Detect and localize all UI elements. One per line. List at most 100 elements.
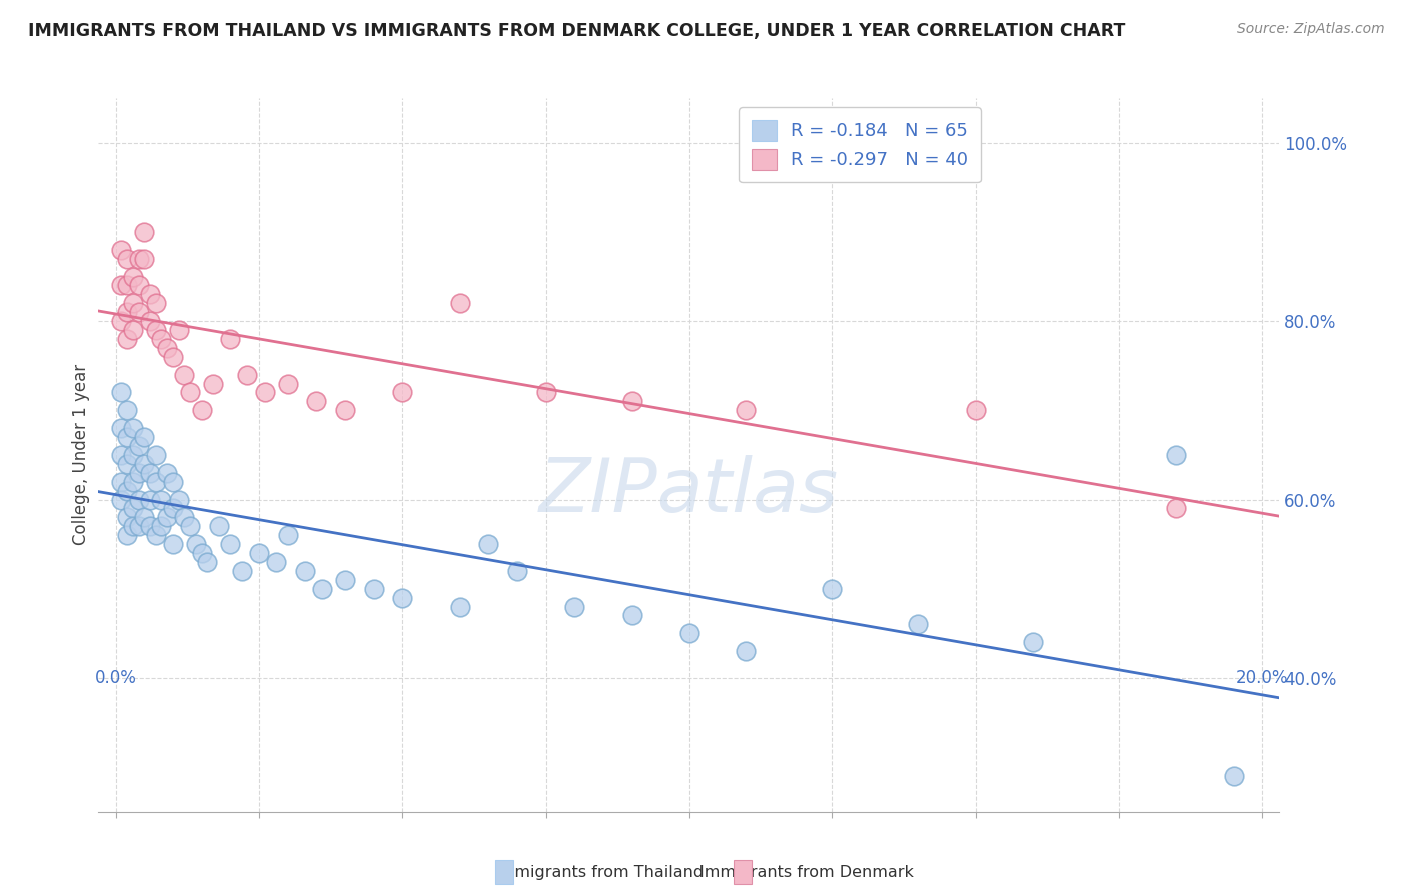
Point — [333, 403, 356, 417]
Text: 20.0%: 20.0% — [1236, 669, 1288, 687]
Point — [115, 278, 138, 293]
Y-axis label: College, Under 1 year: College, Under 1 year — [72, 364, 90, 546]
Point — [156, 341, 179, 355]
Point — [110, 314, 132, 328]
Point — [115, 403, 138, 417]
Point — [620, 394, 643, 409]
Text: IMMIGRANTS FROM THAILAND VS IMMIGRANTS FROM DENMARK COLLEGE, UNDER 1 YEAR CORREL: IMMIGRANTS FROM THAILAND VS IMMIGRANTS F… — [28, 22, 1125, 40]
Point — [156, 510, 179, 524]
Point — [219, 332, 242, 346]
Point — [1166, 501, 1188, 516]
Point — [184, 537, 207, 551]
Point — [121, 421, 143, 435]
Point — [139, 492, 162, 507]
Point — [735, 403, 758, 417]
Point — [115, 510, 138, 524]
Point — [115, 430, 138, 444]
Text: Immigrants from Denmark: Immigrants from Denmark — [700, 865, 914, 880]
Point — [294, 564, 316, 578]
Point — [156, 466, 179, 480]
Point — [145, 528, 167, 542]
Point — [145, 475, 167, 489]
Point — [110, 421, 132, 435]
Point — [391, 385, 413, 400]
Point — [305, 394, 328, 409]
Point — [173, 368, 195, 382]
Point — [236, 368, 259, 382]
Point — [1222, 769, 1244, 783]
Point — [821, 582, 844, 596]
Point — [128, 439, 150, 453]
Point — [311, 582, 333, 596]
Point — [134, 225, 156, 239]
Point — [231, 564, 253, 578]
Text: 0.0%: 0.0% — [94, 669, 136, 687]
Point — [264, 555, 287, 569]
Point — [363, 582, 385, 596]
Point — [115, 332, 138, 346]
Point — [179, 385, 201, 400]
Point — [115, 483, 138, 498]
Point — [134, 510, 156, 524]
Point — [139, 519, 162, 533]
Point — [219, 537, 242, 551]
Point — [253, 385, 276, 400]
Point — [115, 252, 138, 266]
Point — [145, 296, 167, 310]
Point — [907, 617, 929, 632]
Point — [128, 519, 150, 533]
Point — [145, 323, 167, 337]
Point — [735, 644, 758, 658]
Point — [195, 555, 218, 569]
Point — [167, 323, 190, 337]
Point — [134, 430, 156, 444]
Point — [145, 448, 167, 462]
Point — [121, 501, 143, 516]
Point — [128, 252, 150, 266]
Point — [1022, 635, 1045, 649]
Text: ZIPatlas: ZIPatlas — [538, 455, 839, 526]
Point — [139, 314, 162, 328]
Point — [162, 350, 184, 364]
Point — [128, 305, 150, 319]
Point — [449, 296, 471, 310]
Point — [110, 243, 132, 257]
Point — [139, 466, 162, 480]
Point — [128, 278, 150, 293]
Point — [115, 528, 138, 542]
Point — [449, 599, 471, 614]
Point — [110, 448, 132, 462]
Point — [121, 519, 143, 533]
Point — [277, 528, 299, 542]
Point — [167, 492, 190, 507]
Point — [128, 466, 150, 480]
Text: Source: ZipAtlas.com: Source: ZipAtlas.com — [1237, 22, 1385, 37]
Point — [162, 475, 184, 489]
Point — [134, 457, 156, 471]
Point — [562, 599, 585, 614]
Point — [110, 492, 132, 507]
Point — [190, 403, 212, 417]
Point — [190, 546, 212, 560]
Point — [150, 519, 173, 533]
Point — [333, 573, 356, 587]
Point — [965, 403, 987, 417]
Point — [391, 591, 413, 605]
Point — [247, 546, 270, 560]
Point — [1166, 448, 1188, 462]
Point — [208, 519, 231, 533]
Point — [277, 376, 299, 391]
Text: Immigrants from Thailand: Immigrants from Thailand — [494, 865, 703, 880]
Point — [128, 492, 150, 507]
Point — [678, 626, 700, 640]
Point — [121, 448, 143, 462]
Point — [110, 385, 132, 400]
Point — [179, 519, 201, 533]
Point — [134, 252, 156, 266]
Point — [202, 376, 225, 391]
Point — [150, 332, 173, 346]
Point — [115, 457, 138, 471]
Point — [115, 305, 138, 319]
Point — [139, 287, 162, 301]
Point — [110, 475, 132, 489]
